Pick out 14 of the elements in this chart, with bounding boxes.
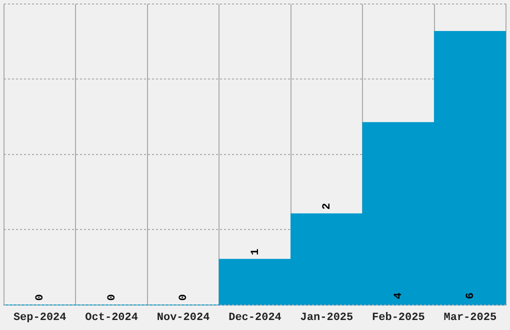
data-label: 4 — [393, 292, 406, 300]
data-label: 1 — [250, 248, 262, 256]
data-label: 2 — [321, 203, 334, 210]
x-tick-label: Mar-2025 — [444, 312, 497, 324]
x-tick-label: Jan-2025 — [300, 312, 354, 324]
data-label: 6 — [464, 292, 477, 300]
x-tick-label: Sep-2024 — [13, 312, 67, 324]
data-label: 0 — [34, 294, 47, 301]
data-label: 0 — [106, 294, 118, 301]
x-tick-label: Oct-2024 — [85, 312, 138, 324]
x-tick-label: Feb-2025 — [372, 312, 426, 324]
x-tick-label: Nov-2024 — [156, 312, 210, 324]
x-tick-label: Dec-2024 — [228, 312, 282, 324]
data-label: 0 — [178, 294, 190, 301]
